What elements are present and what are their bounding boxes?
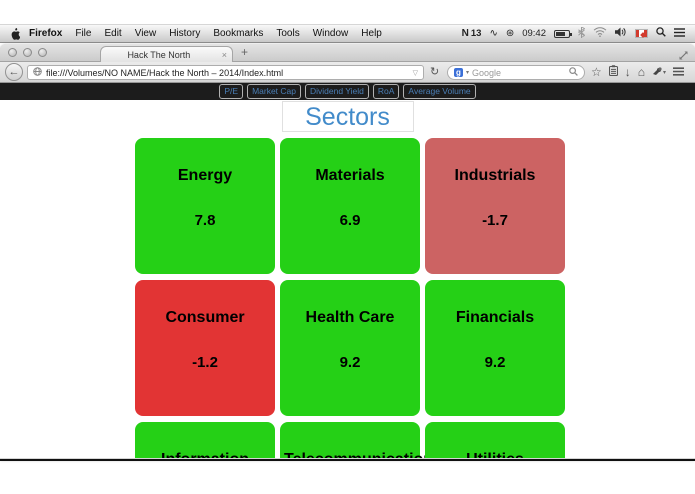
sector-value: 6.9 <box>339 212 361 229</box>
sector-value: 9.2 <box>484 354 506 371</box>
menu-history[interactable]: History <box>169 28 201 39</box>
search-bar[interactable]: g ▾ Google <box>447 65 585 80</box>
sector-name: Consumer <box>165 309 245 326</box>
zoom-window-button[interactable] <box>38 48 47 57</box>
canada-flag-icon[interactable] <box>635 29 648 38</box>
menu-tools[interactable]: Tools <box>276 28 300 39</box>
new-tab-button[interactable]: + <box>241 45 249 59</box>
filter-button-market-cap[interactable]: Market Cap <box>247 84 301 99</box>
menu-help[interactable]: Help <box>361 28 382 39</box>
tab-hack-the-north[interactable]: Hack The North × <box>100 46 233 62</box>
bookmarks-panel-icon[interactable] <box>608 65 618 79</box>
menu-window[interactable]: Window <box>312 28 349 39</box>
fullscreen-icon[interactable] <box>679 47 688 65</box>
tab-bar: Hack The North × + <box>0 44 695 62</box>
sector-value: 9.2 <box>339 354 361 371</box>
menubar-menus: Firefox File Edit View History Bookmarks Tools… <box>29 28 382 39</box>
volume-icon[interactable] <box>615 27 627 40</box>
scribble-icon[interactable]: ∿ <box>489 28 498 39</box>
apple-menu-icon[interactable] <box>10 27 20 40</box>
sector-name: Utilities <box>425 451 565 458</box>
sector-grid: Energy 7.8 Materials 6.9 Industrials -1.7 Cons… <box>135 138 565 458</box>
engine-dropdown-icon[interactable]: ▾ <box>466 70 470 76</box>
menu-view[interactable]: View <box>134 28 157 39</box>
sector-tile-industrials[interactable]: Industrials -1.7 <box>425 138 565 274</box>
site-navbar: P/E Market Cap Dividend Yield RoA Average Vo… <box>0 83 695 100</box>
filter-button-p-e[interactable]: P/E <box>219 84 244 99</box>
sector-tile-materials[interactable]: Materials 6.9 <box>280 138 420 274</box>
menu-bookmarks[interactable]: Bookmarks <box>213 28 264 39</box>
menubar-status: N 13 ∿ ⊛ 09:42 <box>462 25 685 41</box>
sector-name: Industrials <box>454 167 536 184</box>
badge-count: 13 <box>470 28 482 39</box>
filter-button-dividend-yield[interactable]: Dividend Yield <box>305 84 369 99</box>
battery-icon[interactable] <box>554 29 572 38</box>
menu-file[interactable]: File <box>75 28 92 39</box>
macos-menubar: Firefox File Edit View History Bookmarks Tools… <box>0 24 695 43</box>
sector-value: 7.8 <box>194 212 216 229</box>
bookmark-star-icon[interactable]: ☆ <box>591 65 602 79</box>
wifi-icon[interactable] <box>593 27 607 40</box>
addon-caret-icon: ▾ <box>663 69 667 76</box>
n-icon: N <box>461 28 469 39</box>
menu-edit[interactable]: Edit <box>104 28 122 39</box>
menu-firefox[interactable]: Firefox <box>29 28 63 39</box>
page-content: P/E Market Cap Dividend Yield RoA Average Vo… <box>0 83 695 458</box>
google-engine-icon[interactable]: g <box>454 68 463 77</box>
capture-bottom-border <box>0 459 695 461</box>
sector-name: Health Care <box>305 309 395 326</box>
sector-tile-utilities[interactable]: Utilities <box>425 422 565 458</box>
search-magnifier-icon[interactable] <box>569 67 578 78</box>
minimize-window-button[interactable] <box>23 48 32 57</box>
notification-badge-icon[interactable]: N 13 <box>462 28 482 39</box>
sectors-page: Sectors Energy 7.8 Materials 6.9 Industrials… <box>0 100 695 458</box>
back-button[interactable]: ← <box>5 63 23 81</box>
url-dropdown-icon[interactable]: ▽ <box>412 69 418 77</box>
tab-title: Hack The North <box>127 49 191 60</box>
addon-button[interactable]: ▾ <box>652 65 666 79</box>
url-bar[interactable]: file:///Volumes/NO NAME/Hack the North –… <box>27 65 424 80</box>
sector-tile-telecommunications[interactable]: Telecommunications <box>280 422 442 458</box>
sector-tile-energy[interactable]: Energy 7.8 <box>135 138 275 274</box>
sector-tile-information-technology[interactable]: Information Technology <box>135 422 275 458</box>
sector-value: -1.2 <box>192 354 218 371</box>
sector-name: Materials <box>315 167 385 184</box>
sector-value: -1.7 <box>482 212 508 229</box>
addon-icon <box>652 65 662 79</box>
sector-name: Information Technology <box>135 451 275 458</box>
spoked-circle-icon[interactable]: ⊛ <box>505 28 515 39</box>
hamburger-menu-icon[interactable] <box>673 65 685 79</box>
tab-close-icon[interactable]: × <box>221 49 227 60</box>
notification-center-icon[interactable] <box>674 27 685 40</box>
reload-icon[interactable]: ↻ <box>430 66 440 78</box>
close-window-button[interactable] <box>8 48 17 57</box>
page-title[interactable]: Sectors <box>281 101 414 132</box>
home-icon[interactable]: ⌂ <box>637 65 646 79</box>
bluetooth-icon[interactable] <box>577 25 586 41</box>
sector-tile-health-care[interactable]: Health Care 9.2 <box>280 280 420 416</box>
spotlight-icon[interactable] <box>656 27 666 40</box>
downloads-icon[interactable]: ↓ <box>624 65 631 79</box>
sector-tile-consumer[interactable]: Consumer -1.2 <box>135 280 275 416</box>
sector-name: Energy <box>177 167 233 184</box>
menubar-clock[interactable]: 09:42 <box>522 28 546 39</box>
search-placeholder: Google <box>472 67 502 78</box>
navigation-toolbar: ← file:///Volumes/NO NAME/Hack the North… <box>0 62 695 83</box>
filter-button-roa[interactable]: RoA <box>372 84 400 99</box>
url-text: file:///Volumes/NO NAME/Hack the North –… <box>46 67 284 78</box>
filter-button-average-volume[interactable]: Average Volume <box>403 84 476 99</box>
sector-tile-financials[interactable]: Financials 9.2 <box>425 280 565 416</box>
window-controls <box>8 48 47 57</box>
sector-name: Telecommunications <box>280 451 442 458</box>
browser-window: Hack The North × + ← file:///Volumes/NO … <box>0 44 695 459</box>
toolbar-icons: ☆ ↓ ⌂ ▾ <box>591 65 685 79</box>
sector-name: Financials <box>455 309 535 326</box>
page-favicon-globe-icon <box>33 67 42 78</box>
